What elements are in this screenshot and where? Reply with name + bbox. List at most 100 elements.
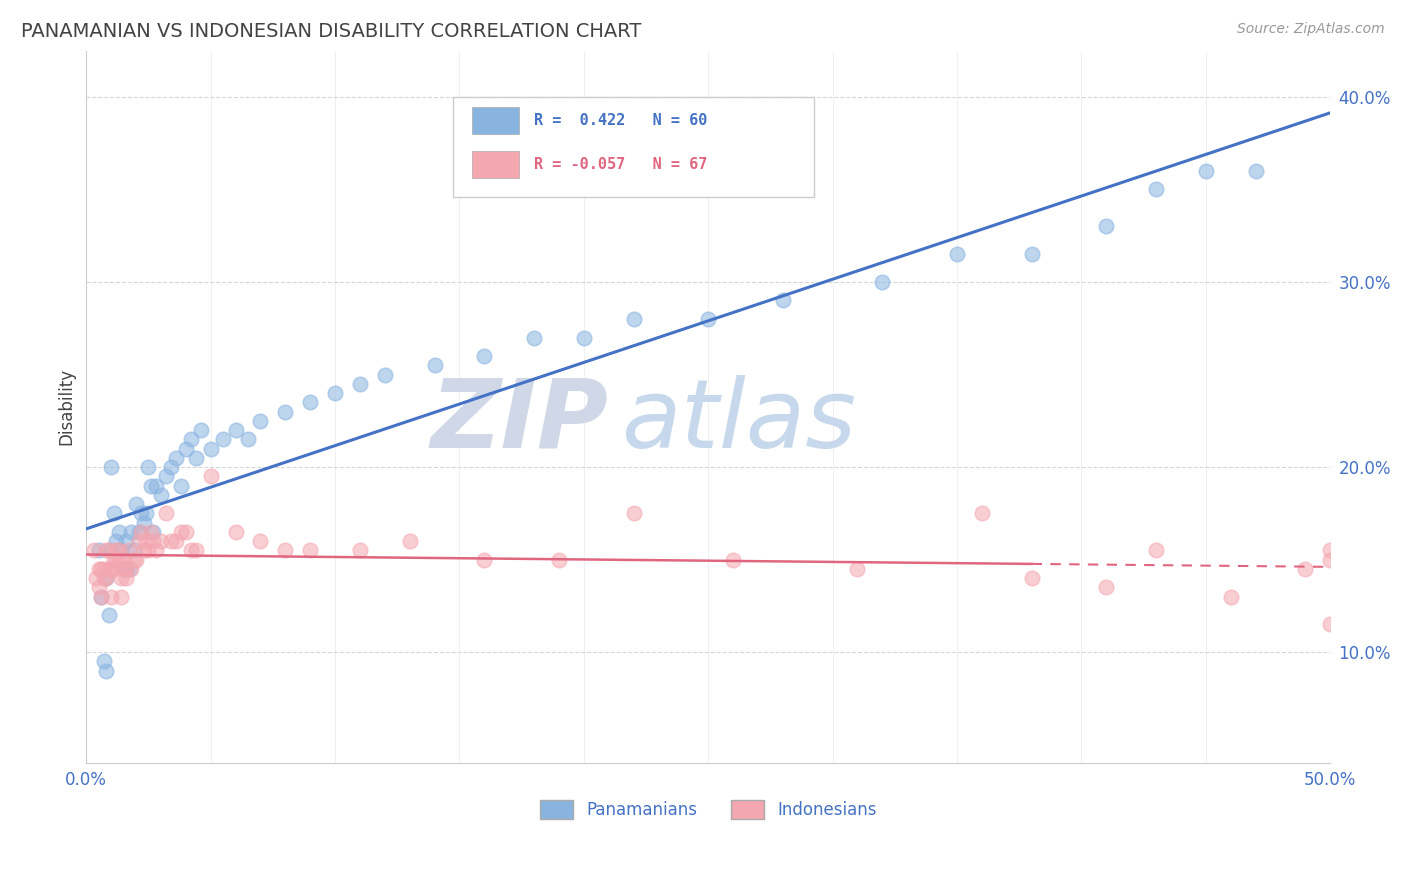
Point: [100, 460, 122, 475]
Point: [103, 552, 125, 566]
Point: [142, 524, 165, 539]
Point: [1319, 543, 1341, 558]
Point: [115, 562, 138, 576]
Point: [145, 478, 167, 492]
Text: atlas: atlas: [621, 375, 856, 467]
Point: [323, 386, 346, 401]
Point: [97, 543, 120, 558]
Point: [249, 414, 271, 428]
Point: [84, 571, 107, 585]
Point: [115, 562, 138, 576]
Point: [212, 432, 235, 446]
Point: [139, 524, 162, 539]
Point: [128, 534, 150, 549]
Point: [129, 524, 152, 539]
Point: [135, 506, 157, 520]
Point: [299, 395, 322, 409]
Point: [174, 524, 197, 539]
Point: [1144, 182, 1167, 196]
Point: [90, 590, 112, 604]
Point: [120, 524, 142, 539]
Point: [100, 562, 122, 576]
Point: [120, 562, 142, 576]
Point: [90, 590, 112, 604]
Point: [772, 293, 794, 308]
Point: [93, 562, 115, 576]
Point: [112, 552, 135, 566]
Point: [970, 506, 993, 520]
Point: [112, 562, 135, 576]
Point: [190, 423, 212, 437]
Point: [93, 654, 115, 668]
Point: [117, 562, 139, 576]
Point: [946, 247, 969, 261]
Point: [142, 534, 165, 549]
Point: [96, 664, 118, 678]
Point: [274, 404, 297, 418]
Point: [349, 376, 371, 391]
Point: [97, 608, 120, 623]
FancyBboxPatch shape: [472, 107, 519, 134]
Text: ZIP: ZIP: [430, 375, 609, 467]
Point: [115, 571, 138, 585]
Point: [184, 450, 207, 465]
Point: [107, 543, 129, 558]
Point: [1244, 164, 1267, 178]
Point: [160, 460, 183, 475]
Point: [125, 497, 148, 511]
Point: [1095, 219, 1118, 234]
Point: [155, 469, 177, 483]
Point: [180, 543, 202, 558]
Point: [548, 552, 571, 566]
Point: [105, 534, 128, 549]
Point: [299, 543, 322, 558]
Point: [115, 534, 138, 549]
Point: [225, 524, 247, 539]
Point: [1294, 562, 1316, 576]
Point: [200, 469, 222, 483]
Point: [132, 516, 155, 530]
Point: [87, 543, 110, 558]
Point: [174, 442, 197, 456]
Point: [132, 543, 155, 558]
Point: [274, 543, 297, 558]
Text: R =  0.422   N = 60: R = 0.422 N = 60: [534, 113, 707, 128]
Point: [105, 543, 128, 558]
Point: [398, 534, 420, 549]
Text: PANAMANIAN VS INDONESIAN DISABILITY CORRELATION CHART: PANAMANIAN VS INDONESIAN DISABILITY CORR…: [21, 22, 641, 41]
Point: [138, 543, 160, 558]
Point: [107, 524, 129, 539]
Point: [103, 506, 125, 520]
Point: [1319, 552, 1341, 566]
Point: [97, 562, 120, 576]
Point: [200, 442, 222, 456]
Point: [93, 571, 115, 585]
Point: [129, 506, 152, 520]
Point: [110, 543, 132, 558]
Point: [472, 552, 495, 566]
Point: [110, 571, 132, 585]
Point: [523, 330, 546, 344]
Point: [170, 478, 193, 492]
Point: [349, 543, 371, 558]
Point: [103, 562, 125, 576]
Point: [87, 562, 110, 576]
Point: [96, 571, 118, 585]
FancyBboxPatch shape: [453, 97, 814, 197]
Point: [90, 562, 112, 576]
Point: [1195, 164, 1218, 178]
Point: [110, 590, 132, 604]
Point: [872, 275, 894, 289]
Point: [125, 552, 148, 566]
Point: [374, 368, 396, 382]
Point: [165, 450, 187, 465]
Point: [236, 432, 259, 446]
Point: [846, 562, 869, 576]
Point: [83, 543, 105, 558]
Point: [155, 506, 177, 520]
Point: [697, 312, 720, 326]
Point: [128, 524, 150, 539]
Point: [180, 432, 202, 446]
Point: [170, 524, 193, 539]
Point: [96, 571, 118, 585]
